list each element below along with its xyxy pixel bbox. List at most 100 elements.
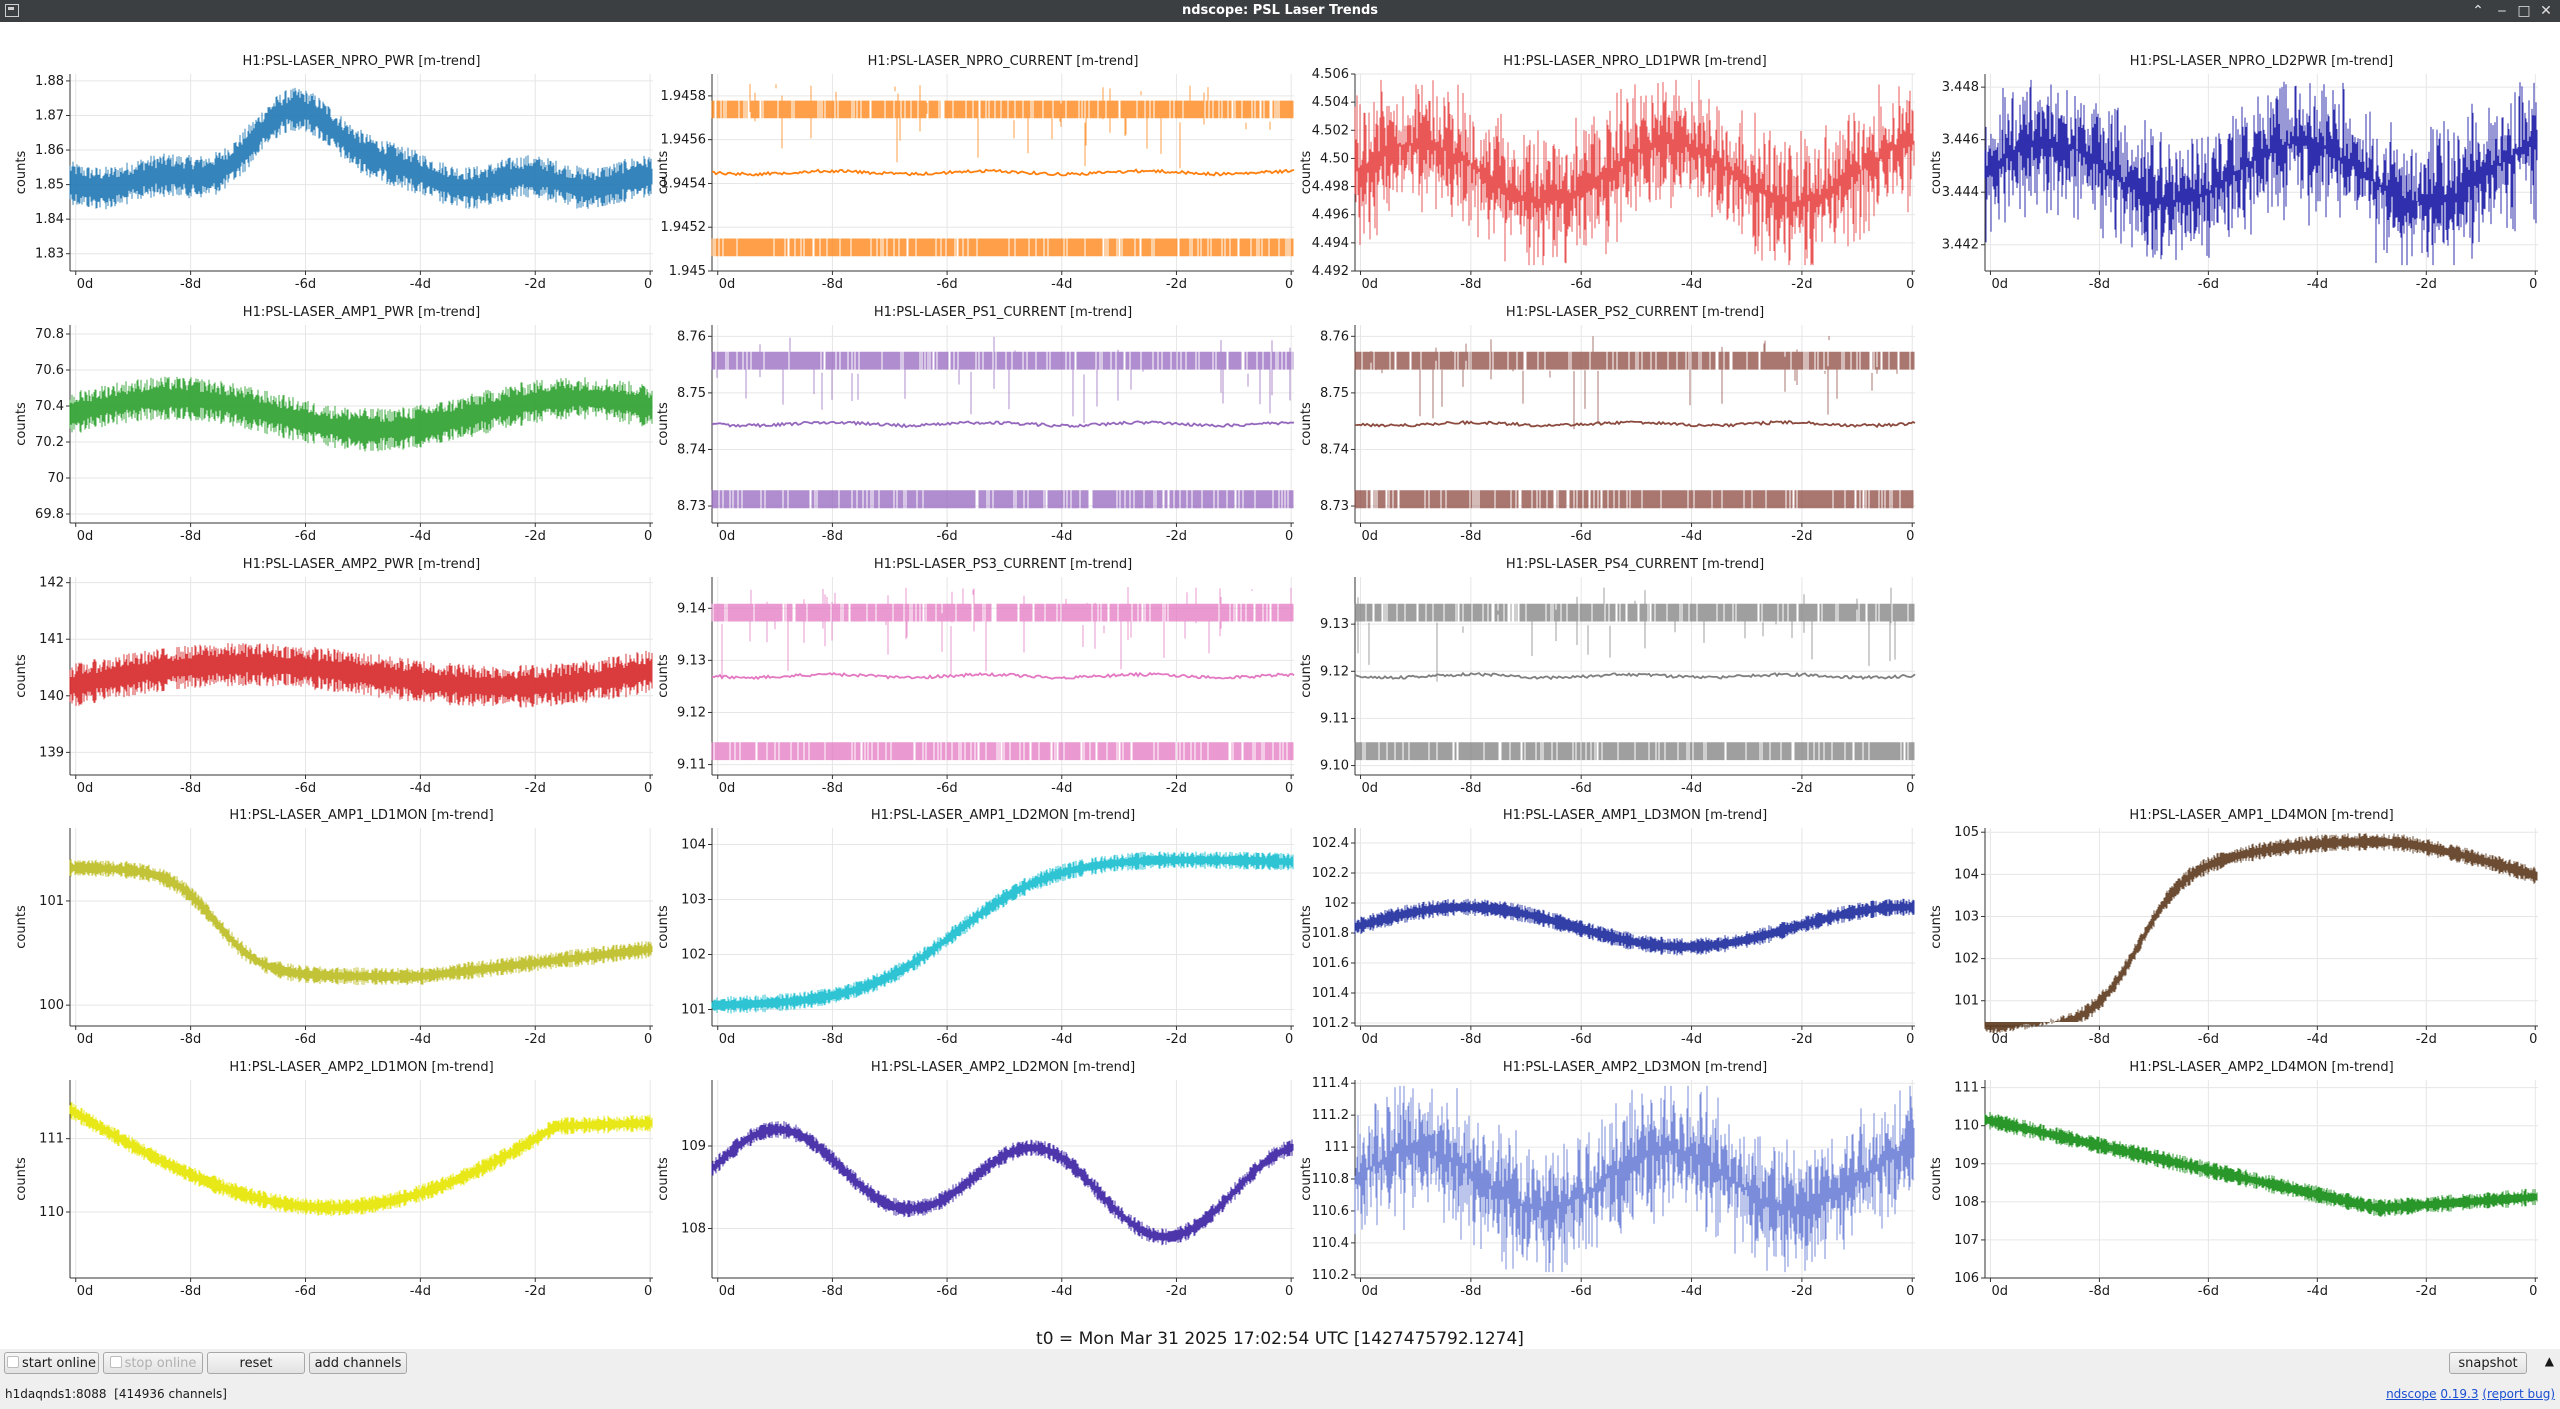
plot-panel[interactable]: H1:PSL-LASER_PS3_CURRENT [m-trend] 9.11 9.… <box>656 557 1295 796</box>
y-tick-label: 1.9452 <box>661 220 707 235</box>
plot-panel[interactable]: H1:PSL-LASER_NPRO_CURRENT [m-trend] 1.945… <box>656 54 1295 292</box>
plot-panel[interactable]: H1:PSL-LASER_NPRO_LD2PWR [m-trend] 3.442 3… <box>1929 54 2538 292</box>
minimize-icon[interactable]: ‒ <box>2497 3 2507 19</box>
plot-panel[interactable]: H1:PSL-LASER_AMP2_PWR [m-trend] 139 140 141… <box>14 557 653 796</box>
y-tick-label: 101.2 <box>1312 1016 1349 1031</box>
y-tick-label: 107 <box>1954 1233 1979 1248</box>
data-trace <box>1984 79 2538 266</box>
x-tick-label: -2d <box>525 529 546 544</box>
plot-panel[interactable]: H1:PSL-LASER_PS4_CURRENT [m-trend] 9.10 9.… <box>1299 557 1916 796</box>
x-tick-label: -8d <box>2089 277 2110 292</box>
keep-above-icon[interactable]: ⌃ <box>2472 3 2484 19</box>
y-tick-label: 102 <box>1954 952 1979 967</box>
data-trace <box>69 1102 653 1217</box>
y-tick-label: 1.9454 <box>661 176 707 191</box>
y-axis-label: counts <box>14 1157 29 1201</box>
y-tick-label: 3.446 <box>1942 133 1979 148</box>
plot-panel[interactable]: H1:PSL-LASER_AMP2_LD2MON [m-trend] 108 109… <box>656 1060 1294 1299</box>
x-tick-label: -6d <box>1571 529 1592 544</box>
control-bar: start online stop online reset add chann… <box>0 1349 2560 1377</box>
plot-panel[interactable]: H1:PSL-LASER_NPRO_LD1PWR [m-trend] 4.492 4… <box>1299 54 1915 292</box>
plot-panel[interactable]: H1:PSL-LASER_NPRO_PWR [m-trend] 1.83 1.84 1… <box>14 54 653 292</box>
y-tick-label: 101.4 <box>1312 986 1349 1001</box>
y-tick-label: 110.4 <box>1312 1236 1349 1251</box>
x-tick-label: -8d <box>822 277 843 292</box>
y-tick-label: 102 <box>681 948 706 963</box>
plot-panel[interactable]: H1:PSL-LASER_AMP1_PWR [m-trend] 69.8 70 70.… <box>14 305 653 544</box>
y-tick-label: 111.2 <box>1312 1108 1349 1123</box>
plot-title: H1:PSL-LASER_AMP1_LD1MON [m-trend] <box>229 808 493 823</box>
snapshot-button[interactable]: snapshot <box>2449 1352 2527 1374</box>
report-bug-link[interactable]: (report bug) <box>2482 1387 2555 1401</box>
plot-panel[interactable]: H1:PSL-LASER_AMP2_LD1MON [m-trend] 110 111… <box>14 1060 653 1299</box>
x-tick-label: -8d <box>1460 781 1481 796</box>
x-tick-label: 0 <box>1285 277 1293 292</box>
reset-button[interactable]: reset <box>207 1352 305 1374</box>
close-icon[interactable]: ✕ <box>2540 3 2552 19</box>
y-tick-label: 1.88 <box>35 74 64 89</box>
t0-label: t0 = Mon Mar 31 2025 17:02:54 UTC [14274… <box>1036 1329 1524 1349</box>
data-trace-mean <box>1354 419 1916 429</box>
plot-panel[interactable]: H1:PSL-LASER_AMP1_LD3MON [m-trend] 101.2 1… <box>1299 808 1915 1047</box>
data-trace <box>1984 1112 2538 1217</box>
y-tick-label: 4.498 <box>1312 180 1349 195</box>
x-tick-label: -6d <box>936 277 957 292</box>
data-trace <box>711 336 1294 509</box>
app-icon <box>5 4 19 17</box>
y-axis-label: counts <box>656 402 671 446</box>
y-axis-label: counts <box>656 654 671 698</box>
y-axis-label: counts <box>14 402 29 446</box>
x-tick-label: 0d <box>719 1032 736 1047</box>
y-tick-label: 102.2 <box>1312 866 1349 881</box>
data-trace-mean <box>711 168 1295 177</box>
plot-panel[interactable]: H1:PSL-LASER_AMP2_LD4MON [m-trend] 106 107… <box>1929 1060 2538 1299</box>
data-trace <box>1354 1085 1915 1273</box>
y-tick-label: 142 <box>39 576 64 591</box>
x-tick-label: -4d <box>2307 1032 2328 1047</box>
plot-grid[interactable]: H1:PSL-LASER_NPRO_PWR [m-trend] 1.83 1.84 1… <box>0 22 2560 1349</box>
y-tick-label: 110.6 <box>1312 1204 1349 1219</box>
x-tick-label: -2d <box>1791 529 1812 544</box>
add-channels-button[interactable]: add channels <box>309 1352 407 1374</box>
y-tick-label: 110.2 <box>1312 1268 1349 1283</box>
plot-panel[interactable]: H1:PSL-LASER_AMP1_LD1MON [m-trend] 100 101… <box>14 808 653 1047</box>
plot-panel[interactable]: H1:PSL-LASER_AMP1_LD2MON [m-trend] 101 102… <box>656 808 1294 1047</box>
window-titlebar: ndscope: PSL Laser Trends ⌃ ‒ □ ✕ <box>0 0 2560 22</box>
x-tick-label: 0d <box>1362 781 1379 796</box>
x-tick-label: -2d <box>525 277 546 292</box>
plot-panel[interactable]: H1:PSL-LASER_AMP1_LD4MON [m-trend] 101 102… <box>1929 808 2538 1047</box>
x-tick-label: 0 <box>1285 781 1293 796</box>
version-link[interactable]: 0.19.3 <box>2440 1387 2479 1401</box>
plot-title: H1:PSL-LASER_NPRO_LD2PWR [m-trend] <box>2130 54 2394 69</box>
x-tick-label: 0d <box>1362 277 1379 292</box>
x-tick-label: -8d <box>822 1284 843 1299</box>
x-tick-label: -2d <box>1791 1032 1812 1047</box>
plot-title: H1:PSL-LASER_AMP2_LD4MON [m-trend] <box>2129 1060 2393 1075</box>
y-tick-label: 104 <box>681 838 706 853</box>
plot-panel[interactable]: H1:PSL-LASER_PS1_CURRENT [m-trend] 8.73 8.… <box>656 305 1295 544</box>
plot-title: H1:PSL-LASER_AMP2_LD1MON [m-trend] <box>229 1060 493 1075</box>
y-tick-label: 4.504 <box>1312 95 1349 110</box>
y-tick-label: 9.12 <box>1320 664 1349 679</box>
collapse-up-icon[interactable]: ▲ <box>2544 1354 2554 1368</box>
x-tick-label: 0 <box>2529 277 2537 292</box>
y-tick-label: 1.9458 <box>661 89 707 104</box>
y-tick-label: 1.945 <box>669 264 706 279</box>
x-tick-label: 0d <box>1362 1032 1379 1047</box>
ndscope-link[interactable]: ndscope <box>2386 1387 2437 1401</box>
x-tick-label: -6d <box>936 529 957 544</box>
maximize-icon[interactable]: □ <box>2517 3 2531 19</box>
y-tick-label: 109 <box>681 1139 706 1154</box>
y-tick-label: 104 <box>1954 867 1979 882</box>
x-tick-label: -4d <box>1681 1284 1702 1299</box>
start-online-button[interactable]: start online <box>4 1352 99 1374</box>
x-tick-label: 0 <box>1285 529 1293 544</box>
plot-panel[interactable]: H1:PSL-LASER_AMP2_LD3MON [m-trend] 110.2 1… <box>1299 1060 1915 1299</box>
y-axis-label: counts <box>1929 905 1944 949</box>
y-tick-label: 110 <box>1954 1119 1979 1134</box>
y-tick-label: 9.13 <box>677 653 706 668</box>
plot-panel[interactable]: H1:PSL-LASER_PS2_CURRENT [m-trend] 8.73 8.… <box>1299 305 1916 544</box>
x-tick-label: 0d <box>1991 277 2008 292</box>
plot-title: H1:PSL-LASER_NPRO_LD1PWR [m-trend] <box>1503 54 1767 69</box>
y-axis-label: counts <box>656 905 671 949</box>
